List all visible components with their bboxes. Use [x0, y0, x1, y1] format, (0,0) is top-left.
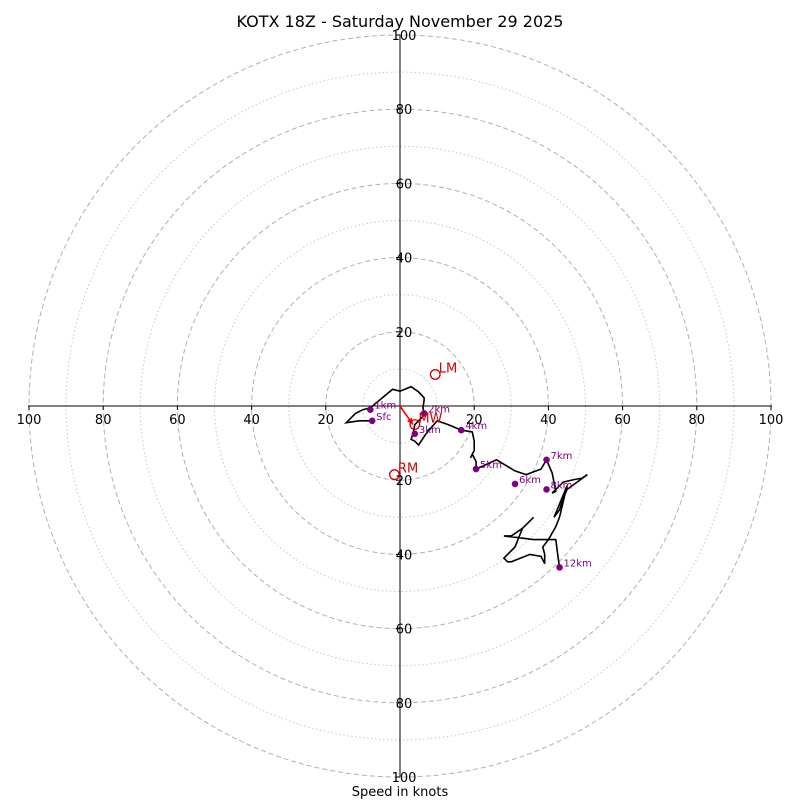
height-marker-dot	[472, 465, 480, 473]
chart-title: KOTX 18Z - Saturday November 29 2025	[237, 12, 564, 31]
height-marker-label: 4km	[465, 421, 487, 432]
height-marker-label: 5km	[480, 460, 502, 471]
y-tick-label: 80	[396, 103, 413, 118]
hodograph-trace	[343, 385, 588, 568]
height-marker-label: 2km	[428, 404, 450, 415]
x-tick-label: 40	[540, 413, 557, 428]
height-marker-label: 8km	[551, 480, 573, 491]
y-tick-label: 40	[396, 252, 413, 267]
x-tick-label: 100	[759, 413, 784, 428]
height-marker-label: 1km	[374, 401, 396, 412]
y-tick-label: 80	[396, 697, 413, 712]
height-marker-label: 7km	[551, 451, 573, 462]
height-marker-dot	[411, 430, 419, 438]
storm-motion-label: LM	[439, 361, 457, 376]
storm-motion-markers: LM MW RM	[388, 361, 457, 481]
height-marker-dot	[368, 417, 376, 425]
y-tick-label: 20	[396, 474, 413, 489]
x-tick-label: 60	[169, 413, 186, 428]
height-marker-label: Sfc	[376, 412, 391, 423]
height-marker-dot	[556, 564, 563, 571]
height-marker-dot	[511, 480, 519, 488]
storm-motion-circle	[409, 419, 421, 431]
y-tick-label: 60	[396, 177, 413, 192]
height-marker-dot	[420, 410, 428, 417]
x-tick-label: 100	[17, 413, 42, 428]
x-tick-label: 80	[689, 413, 706, 428]
storm-motion-label: MW	[418, 412, 442, 427]
x-tick-label: 80	[95, 413, 112, 428]
height-marker-label: 12km	[564, 558, 592, 569]
storm-motion-circle	[388, 469, 400, 481]
height-marker-dot	[543, 456, 550, 464]
y-tick-label: 20	[396, 326, 413, 341]
y-tick-label: 60	[396, 623, 413, 638]
axis-ticks: 100 80 60 40 20 20 40 60 80 100 100 80 60 40 20 20 40 60 8…	[17, 29, 784, 786]
y-tick-label: 40	[396, 548, 413, 563]
height-marker-dot	[457, 426, 465, 434]
storm-motion-circle	[429, 369, 441, 380]
x-tick-label: 60	[614, 413, 631, 428]
y-tick-label: 100	[392, 29, 417, 44]
x-tick-label: 40	[243, 413, 260, 428]
x-tick-label: 20	[466, 413, 483, 428]
height-marker-label: 6km	[519, 475, 541, 486]
x-axis-label: Speed in knots	[352, 785, 449, 800]
y-tick-label: 100	[392, 771, 417, 786]
shear-arrowhead	[406, 417, 413, 425]
height-marker-dot	[367, 406, 374, 414]
height-marker-dot	[543, 486, 550, 493]
storm-motion-label: RM	[398, 462, 418, 477]
x-tick-label: 20	[318, 413, 335, 428]
height-marker-label: 3km	[419, 425, 441, 436]
